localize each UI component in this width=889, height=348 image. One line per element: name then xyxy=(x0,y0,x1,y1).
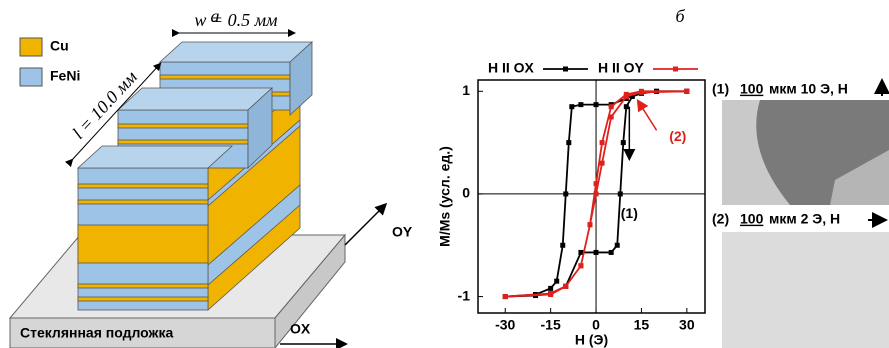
point xyxy=(554,278,560,284)
x-tick-label: 15 xyxy=(634,317,650,333)
legend-text: FeNi xyxy=(50,68,80,84)
point xyxy=(599,160,605,166)
point xyxy=(593,191,599,197)
y-tick-label: -1 xyxy=(458,287,471,303)
legend-text: H II OY xyxy=(598,60,645,76)
scale-bar: 100 xyxy=(740,81,764,97)
point xyxy=(563,191,569,197)
axis-label: OY xyxy=(392,224,413,240)
point xyxy=(502,294,508,300)
x-tick-label: -15 xyxy=(541,317,561,333)
scale-bar: 100 xyxy=(740,211,764,227)
axis-arrow xyxy=(344,202,388,246)
x-tick-label: 30 xyxy=(679,317,695,333)
point xyxy=(623,93,629,99)
point xyxy=(620,140,626,146)
domain xyxy=(722,100,790,205)
point xyxy=(560,242,566,248)
point xyxy=(593,181,599,187)
point xyxy=(548,290,554,296)
point xyxy=(566,140,572,146)
legend-text: Cu xyxy=(50,38,69,54)
legend-swatch xyxy=(19,37,43,57)
point xyxy=(578,249,584,255)
y-tick-label: 0 xyxy=(462,185,470,201)
annotation: (2) xyxy=(669,128,686,144)
micrograph xyxy=(722,232,889,348)
substrate-label: Стеклянная подложка xyxy=(20,325,173,341)
panel-label: б xyxy=(675,6,685,26)
point xyxy=(569,104,575,110)
point xyxy=(623,104,629,110)
point xyxy=(578,102,584,108)
x-tick-label: 0 xyxy=(592,317,600,333)
width-label: w = 0.5 мм xyxy=(194,10,278,30)
point xyxy=(629,93,635,99)
legend-text: H II OX xyxy=(488,60,535,76)
dimension-arrow xyxy=(64,62,162,168)
micrograph-number: (2) xyxy=(712,211,729,227)
point xyxy=(608,249,614,255)
point xyxy=(608,114,614,120)
micrograph-number: (1) xyxy=(712,81,729,97)
legend-marker xyxy=(673,66,678,72)
point xyxy=(599,140,605,146)
point xyxy=(617,191,623,197)
micrograph-caption: мкм 10 Э, H xyxy=(769,81,848,97)
point xyxy=(593,102,599,108)
annotation-arrow xyxy=(636,99,658,131)
annotation: (1) xyxy=(621,205,638,221)
point xyxy=(578,263,584,269)
y-axis-label: M/Ms (усл. ед.) xyxy=(437,146,453,247)
point xyxy=(563,283,569,289)
chart: -30 -15 0 15 30 -1 0 1 H (Э) M/Ms (усл. ед.) H II … xyxy=(437,60,706,348)
y-tick-label: 1 xyxy=(462,82,470,98)
point xyxy=(608,104,614,110)
x-tick-label: -30 xyxy=(495,317,515,333)
point xyxy=(684,88,690,94)
legend-swatch xyxy=(19,67,43,87)
x-axis-label: H (Э) xyxy=(575,332,608,348)
point xyxy=(587,222,593,228)
legend-marker xyxy=(563,66,568,72)
panel-label: а xyxy=(211,6,220,26)
domain xyxy=(830,150,889,205)
point xyxy=(548,285,554,291)
point xyxy=(638,89,644,95)
point xyxy=(614,242,620,248)
micrograph-caption: мкм 2 Э, H xyxy=(769,211,840,227)
plot-frame xyxy=(477,79,706,314)
point xyxy=(593,249,599,255)
axis-label: OX xyxy=(290,321,311,337)
